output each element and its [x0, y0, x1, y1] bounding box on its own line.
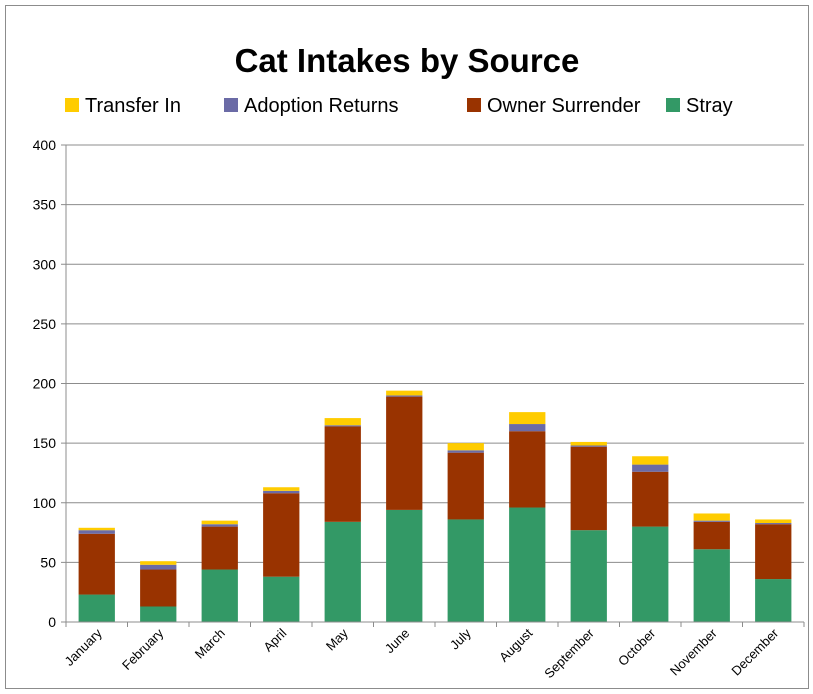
x-tick-label-august: August — [496, 625, 535, 664]
bar-july-stray — [447, 519, 484, 622]
y-axis: 0 50 100 150 200 250 300 350 400 — [33, 137, 67, 630]
legend-label-adoption-returns: Adoption Returns — [244, 95, 399, 117]
bar-december-stray — [755, 579, 792, 622]
x-tick-label-september: September — [541, 625, 597, 681]
bar-february-adoption-returns — [140, 564, 177, 570]
legend-label-stray: Stray — [686, 95, 733, 117]
bar-july-adoption-returns — [447, 450, 484, 453]
bar-july-transfer-in — [447, 443, 484, 451]
bar-september-transfer-in — [570, 441, 607, 446]
x-tick-label-november: November — [667, 625, 720, 678]
x-tick-label-june: June — [382, 626, 413, 657]
bar-may-owner-surrender — [324, 426, 361, 522]
stacked-bar-chart: Cat Intakes by Source Transfer In Adoptio… — [33, 42, 805, 681]
x-tick-label-december: December — [728, 625, 781, 678]
bar-october-owner-surrender — [632, 471, 669, 527]
bars — [78, 390, 792, 622]
bar-august-transfer-in — [509, 412, 546, 425]
bar-january-adoption-returns — [78, 530, 115, 534]
bar-january-transfer-in — [78, 527, 115, 531]
x-axis: January February March April May June July Augu… — [62, 621, 805, 681]
legend-label-owner-surrender: Owner Surrender — [487, 95, 641, 117]
y-tick-label-400: 400 — [33, 137, 57, 153]
y-tick-label-0: 0 — [48, 614, 56, 630]
bar-october-adoption-returns — [632, 464, 669, 472]
bar-march-stray — [201, 569, 238, 622]
legend-label-transfer-in: Transfer In — [85, 95, 181, 117]
x-tick-label-april: April — [260, 625, 289, 654]
y-tick-label-200: 200 — [33, 376, 57, 392]
bar-september-adoption-returns — [570, 445, 607, 447]
bar-february-owner-surrender — [140, 569, 177, 607]
x-tick-label-march: March — [192, 626, 228, 662]
x-tick-label-may: May — [323, 625, 351, 653]
y-tick-label-250: 250 — [33, 316, 57, 332]
x-tick-label-january: January — [62, 625, 106, 669]
bar-april-adoption-returns — [263, 490, 300, 494]
bar-september-stray — [570, 530, 607, 622]
legend-swatch-transfer-in — [65, 98, 79, 112]
bar-april-stray — [263, 576, 300, 622]
bar-november-owner-surrender — [693, 521, 730, 550]
bar-february-transfer-in — [140, 561, 177, 565]
bar-december-transfer-in — [755, 519, 792, 524]
chart-frame: Cat Intakes by Source Transfer In Adoptio… — [5, 5, 809, 689]
bar-november-adoption-returns — [693, 520, 730, 522]
y-tick-label-50: 50 — [40, 554, 56, 570]
x-tick-label-february: February — [119, 625, 167, 673]
bar-november-stray — [693, 549, 730, 622]
bar-february-stray — [140, 606, 177, 622]
legend: Transfer In Adoption Returns Owner Surrend… — [65, 95, 733, 117]
bar-october-transfer-in — [632, 456, 669, 465]
bar-august-adoption-returns — [509, 424, 546, 432]
bar-september-owner-surrender — [570, 446, 607, 531]
bar-march-adoption-returns — [201, 524, 238, 527]
bar-june-owner-surrender — [386, 396, 423, 510]
legend-swatch-stray — [666, 98, 680, 112]
bar-june-transfer-in — [386, 390, 423, 396]
bar-june-adoption-returns — [386, 395, 423, 397]
bar-august-stray — [509, 507, 546, 622]
y-tick-label-300: 300 — [33, 256, 57, 272]
bar-december-owner-surrender — [755, 524, 792, 580]
bar-june-stray — [386, 509, 423, 622]
legend-swatch-owner-surrender — [467, 98, 481, 112]
bar-october-stray — [632, 526, 669, 622]
y-tick-label-350: 350 — [33, 197, 57, 213]
y-tick-label-100: 100 — [33, 495, 57, 511]
legend-swatch-adoption-returns — [224, 98, 238, 112]
bar-march-owner-surrender — [201, 526, 238, 570]
chart-title: Cat Intakes by Source — [235, 42, 580, 79]
bar-april-owner-surrender — [263, 493, 300, 577]
y-tick-label-150: 150 — [33, 435, 57, 451]
bar-august-owner-surrender — [509, 431, 546, 508]
bar-november-transfer-in — [693, 513, 730, 521]
bar-may-stray — [324, 521, 361, 622]
bar-january-stray — [78, 594, 115, 622]
bar-december-adoption-returns — [755, 523, 792, 525]
gridlines — [66, 144, 804, 563]
x-tick-label-october: October — [615, 625, 659, 669]
bar-march-transfer-in — [201, 520, 238, 525]
bar-may-adoption-returns — [324, 425, 361, 427]
bar-april-transfer-in — [263, 487, 300, 491]
bar-july-owner-surrender — [447, 452, 484, 520]
x-tick-label-july: July — [447, 625, 474, 652]
bar-may-transfer-in — [324, 418, 361, 426]
bar-january-owner-surrender — [78, 533, 115, 595]
